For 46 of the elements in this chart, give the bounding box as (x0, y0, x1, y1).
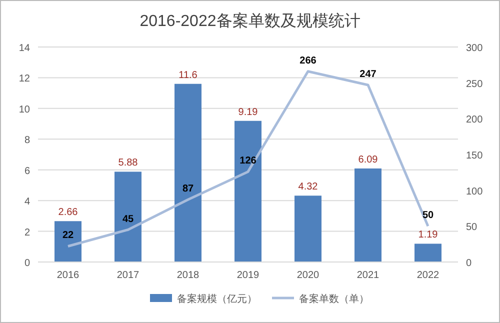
data-label: 4.32 (298, 182, 318, 193)
data-label: 1.19 (418, 230, 438, 241)
x-tick-label: 2017 (116, 270, 140, 281)
y-tick-label: 0 (24, 258, 30, 269)
y2-tick-label: 300 (466, 43, 484, 54)
data-label: 22 (62, 230, 74, 242)
data-label: 45 (122, 214, 134, 225)
y-tick-label: 12 (18, 74, 30, 85)
x-tick-label: 2016 (56, 270, 80, 281)
bar (54, 221, 82, 262)
chart-title: 2016-2022备案单数及规模统计 (140, 12, 360, 30)
y-tick-label: 14 (18, 43, 30, 54)
data-label: 126 (240, 156, 257, 167)
y2-tick-label: 0 (466, 258, 472, 269)
bar (294, 196, 322, 262)
y-tick-label: 8 (24, 135, 30, 146)
bar (354, 168, 382, 262)
data-label: 266 (300, 55, 317, 66)
y2-tick-label: 100 (466, 186, 484, 198)
data-label: 9.19 (238, 106, 258, 118)
y2-tick-label: 50 (466, 222, 478, 234)
y2-tick-label: 250 (466, 78, 484, 90)
x-tick-label: 2020 (296, 270, 320, 281)
y2-tick-label: 200 (466, 114, 484, 126)
legend-label: 备案规模（亿元） (177, 293, 257, 305)
x-tick-label: 2019 (236, 270, 260, 281)
data-label: 247 (360, 68, 377, 80)
y-tick-label: 2 (24, 227, 30, 238)
data-label: 5.88 (118, 158, 138, 169)
data-label: 50 (422, 210, 434, 222)
x-tick-label: 2022 (416, 270, 440, 281)
y-tick-label: 10 (18, 104, 30, 116)
bar (114, 172, 142, 262)
x-tick-label: 2021 (356, 270, 380, 281)
bar (414, 244, 442, 262)
data-label: 2.66 (58, 207, 78, 218)
data-label: 87 (182, 184, 194, 195)
data-label: 11.6 (178, 70, 198, 81)
bar (174, 84, 202, 262)
x-tick-label: 2018 (176, 270, 200, 281)
y-tick-label: 6 (24, 166, 30, 177)
legend-label: 备案单数（单） (299, 293, 369, 305)
bar (234, 120, 262, 262)
data-label: 6.09 (358, 154, 378, 166)
y-tick-label: 4 (24, 196, 30, 208)
y2-tick-label: 150 (466, 150, 484, 162)
